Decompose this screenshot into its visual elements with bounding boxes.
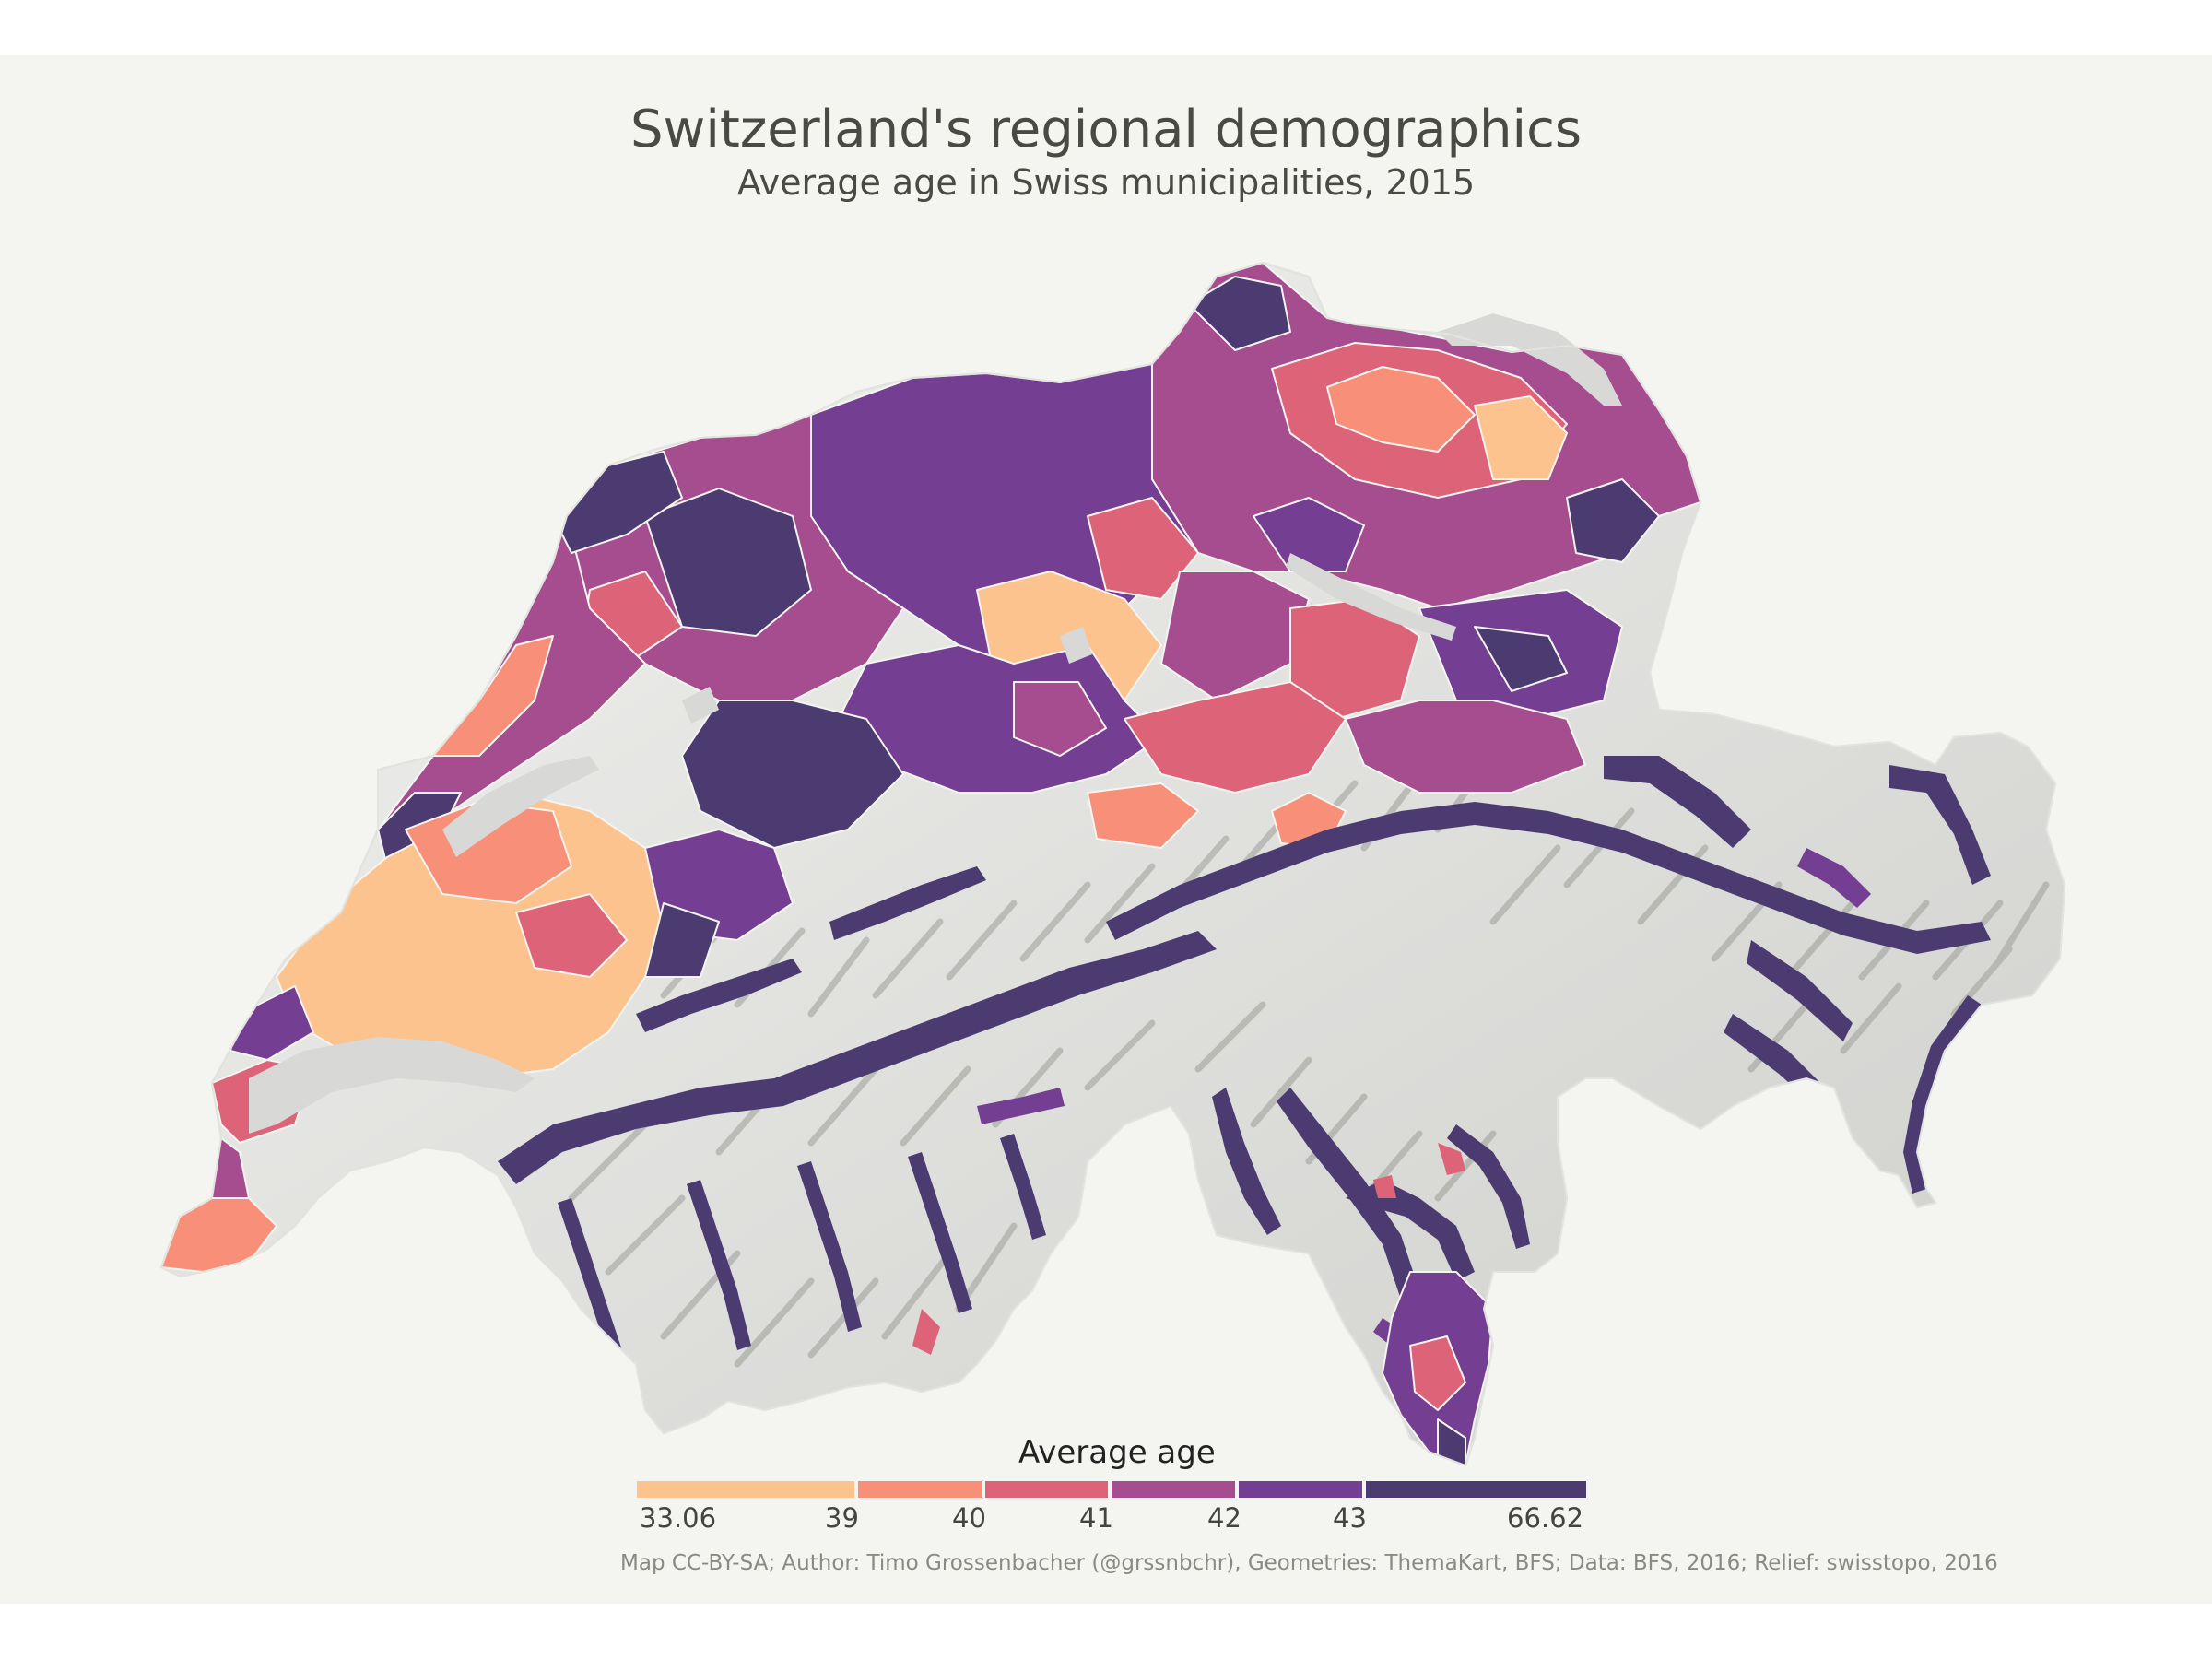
legend-bin-2 [858, 1481, 982, 1498]
choropleth-layer [161, 263, 1991, 1465]
legend-label-42: 42 [1207, 1502, 1241, 1534]
source-caption: Map CC-BY-SA; Author: Timo Grossenbacher… [620, 1551, 1998, 1575]
legend-bin-4 [1112, 1481, 1235, 1498]
legend-bin-6 [1366, 1481, 1586, 1498]
legend-label-max: 66.62 [1507, 1502, 1584, 1534]
legend-title: Average age [1018, 1434, 1216, 1471]
legend-label-43: 43 [1333, 1502, 1367, 1534]
map-title: Switzerland's regional demographics [629, 100, 1583, 159]
legend-label-min: 33.06 [640, 1502, 717, 1534]
legend-label-39: 39 [825, 1502, 859, 1534]
legend-label-41: 41 [1079, 1502, 1113, 1534]
legend-bin-5 [1239, 1481, 1362, 1498]
legend-bin-3 [985, 1481, 1108, 1498]
legend-label-40: 40 [952, 1502, 986, 1534]
map-subtitle: Average age in Swiss municipalities, 201… [736, 162, 1476, 203]
lakes-layer [249, 313, 1622, 1134]
legend-bin-1 [637, 1481, 854, 1498]
